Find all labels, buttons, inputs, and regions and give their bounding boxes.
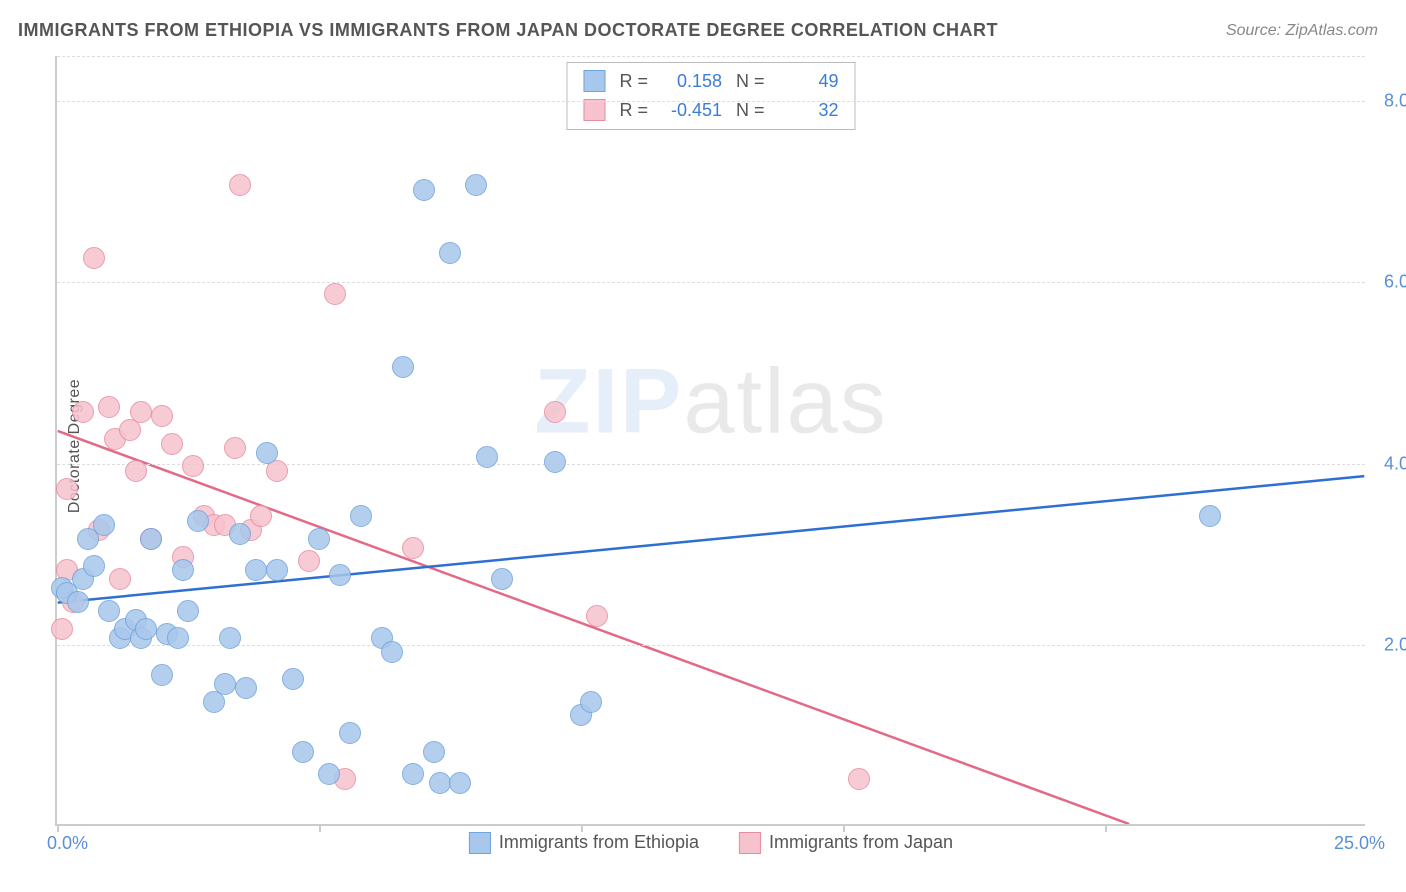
x-tick-mark	[581, 824, 583, 832]
source-attribution: Source: ZipAtlas.com	[1226, 22, 1378, 40]
scatter-point-ethiopia	[83, 555, 105, 577]
scatter-point-japan	[250, 505, 272, 527]
scatter-point-ethiopia	[151, 664, 173, 686]
scatter-point-japan	[324, 283, 346, 305]
scatter-point-ethiopia	[392, 356, 414, 378]
scatter-point-japan	[98, 396, 120, 418]
legend-swatch-japan	[739, 832, 761, 854]
scatter-point-ethiopia	[67, 591, 89, 613]
scatter-point-japan	[72, 401, 94, 423]
scatter-point-ethiopia	[245, 559, 267, 581]
scatter-point-ethiopia	[98, 600, 120, 622]
scatter-point-ethiopia	[318, 763, 340, 785]
scatter-point-ethiopia	[381, 641, 403, 663]
scatter-point-japan	[182, 455, 204, 477]
scatter-point-japan	[298, 550, 320, 572]
scatter-point-ethiopia	[339, 722, 361, 744]
scatter-point-ethiopia	[402, 763, 424, 785]
scatter-point-ethiopia	[449, 772, 471, 794]
scatter-point-ethiopia	[329, 564, 351, 586]
scatter-plot: ZIPatlas R = 0.158 N = 49 R = -0.451 N =…	[55, 56, 1365, 826]
scatter-point-ethiopia	[214, 673, 236, 695]
scatter-point-ethiopia	[1199, 505, 1221, 527]
scatter-point-ethiopia	[282, 668, 304, 690]
chart-title: IMMIGRANTS FROM ETHIOPIA VS IMMIGRANTS F…	[18, 20, 998, 41]
gridline	[57, 56, 1365, 57]
scatter-point-japan	[51, 618, 73, 640]
x-axis-min-label: 0.0%	[47, 833, 88, 854]
scatter-point-ethiopia	[187, 510, 209, 532]
scatter-point-ethiopia	[465, 174, 487, 196]
scatter-point-japan	[229, 174, 251, 196]
scatter-point-japan	[161, 433, 183, 455]
legend-swatch-ethiopia	[469, 832, 491, 854]
scatter-point-ethiopia	[172, 559, 194, 581]
scatter-point-ethiopia	[350, 505, 372, 527]
scatter-point-japan	[83, 247, 105, 269]
gridline	[57, 464, 1365, 465]
scatter-point-ethiopia	[140, 528, 162, 550]
scatter-point-japan	[151, 405, 173, 427]
scatter-point-japan	[130, 401, 152, 423]
scatter-point-ethiopia	[292, 741, 314, 763]
scatter-point-ethiopia	[580, 691, 602, 713]
gridline	[57, 101, 1365, 102]
scatter-point-japan	[544, 401, 566, 423]
scatter-point-japan	[109, 568, 131, 590]
scatter-point-ethiopia	[439, 242, 461, 264]
scatter-point-ethiopia	[229, 523, 251, 545]
y-tick-label: 2.0%	[1384, 634, 1406, 655]
x-axis-max-label: 25.0%	[1334, 833, 1385, 854]
x-tick-mark	[319, 824, 321, 832]
scatter-point-japan	[586, 605, 608, 627]
scatter-point-japan	[224, 437, 246, 459]
scatter-point-ethiopia	[219, 627, 241, 649]
scatter-point-ethiopia	[413, 179, 435, 201]
scatter-point-ethiopia	[544, 451, 566, 473]
scatter-point-japan	[125, 460, 147, 482]
scatter-point-ethiopia	[308, 528, 330, 550]
legend-label-ethiopia: Immigrants from Ethiopia	[499, 832, 699, 852]
watermark: ZIPatlas	[534, 349, 887, 454]
scatter-point-ethiopia	[135, 618, 157, 640]
scatter-point-ethiopia	[491, 568, 513, 590]
scatter-point-japan	[848, 768, 870, 790]
y-tick-label: 6.0%	[1384, 272, 1406, 293]
x-tick-mark	[57, 824, 59, 832]
scatter-point-ethiopia	[256, 442, 278, 464]
swatch-japan	[583, 99, 605, 121]
scatter-point-ethiopia	[423, 741, 445, 763]
scatter-point-japan	[56, 478, 78, 500]
trend-line	[58, 431, 1129, 824]
scatter-point-ethiopia	[476, 446, 498, 468]
scatter-point-ethiopia	[177, 600, 199, 622]
legend-label-japan: Immigrants from Japan	[769, 832, 953, 852]
x-tick-mark	[1105, 824, 1107, 832]
scatter-point-ethiopia	[235, 677, 257, 699]
stats-legend-box: R = 0.158 N = 49 R = -0.451 N = 32	[566, 62, 855, 130]
gridline	[57, 645, 1365, 646]
y-tick-label: 4.0%	[1384, 453, 1406, 474]
scatter-point-japan	[402, 537, 424, 559]
x-tick-mark	[843, 824, 845, 832]
stats-row-japan: R = -0.451 N = 32	[583, 96, 838, 125]
gridline	[57, 282, 1365, 283]
y-tick-label: 8.0%	[1384, 91, 1406, 112]
bottom-legend: Immigrants from Ethiopia Immigrants from…	[469, 832, 953, 854]
stats-row-ethiopia: R = 0.158 N = 49	[583, 67, 838, 96]
scatter-point-ethiopia	[167, 627, 189, 649]
swatch-ethiopia	[583, 70, 605, 92]
scatter-point-ethiopia	[429, 772, 451, 794]
scatter-point-ethiopia	[93, 514, 115, 536]
scatter-point-ethiopia	[266, 559, 288, 581]
